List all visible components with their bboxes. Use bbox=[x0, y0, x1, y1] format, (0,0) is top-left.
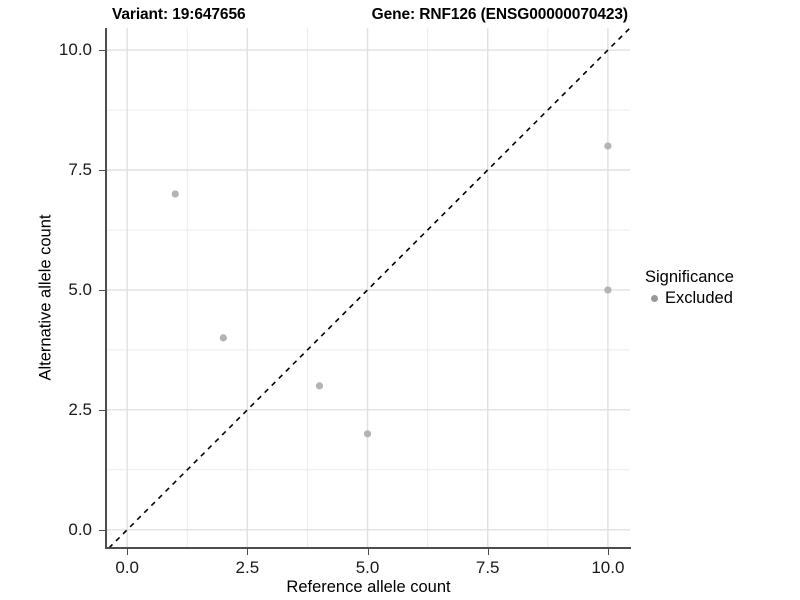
x-tick-mark bbox=[367, 549, 369, 555]
x-axis-label: Reference allele count bbox=[286, 578, 451, 596]
y-axis-label: Alternative allele count bbox=[36, 214, 55, 381]
legend-title: Significance bbox=[645, 268, 734, 286]
legend: Significance Excluded bbox=[645, 268, 795, 308]
x-tick-label: 5.0 bbox=[355, 558, 380, 577]
variant-title: Variant: 19:647656 bbox=[112, 6, 246, 23]
chart-title-row: Variant: 19:647656 Gene: RNF126 (ENSG000… bbox=[106, 4, 630, 26]
y-tick-mark bbox=[99, 529, 105, 531]
y-tick-label: 5.0 bbox=[68, 279, 92, 299]
y-tick-label: 2.5 bbox=[68, 399, 92, 419]
x-axis-line bbox=[105, 547, 631, 549]
x-tick-label: 7.5 bbox=[475, 558, 500, 577]
legend-entry[interactable]: Excluded bbox=[645, 289, 795, 308]
y-tick-label: 0.0 bbox=[68, 519, 92, 539]
x-tick-label: 2.5 bbox=[235, 558, 260, 577]
plot-canvas bbox=[107, 28, 630, 548]
minor-gridlines bbox=[107, 28, 630, 548]
x-tick-mark bbox=[247, 549, 249, 555]
data-point bbox=[315, 382, 324, 390]
gene-title: Gene: RNF126 (ENSG00000070423) bbox=[371, 6, 628, 23]
y-tick-mark bbox=[99, 289, 105, 291]
data-point bbox=[363, 430, 372, 438]
x-tick-mark bbox=[127, 549, 129, 555]
x-tick-label: 10.0 bbox=[591, 558, 625, 577]
data-point bbox=[219, 334, 227, 342]
y-tick-label: 7.5 bbox=[68, 159, 92, 179]
data-point bbox=[604, 286, 612, 294]
legend-entries: Excluded bbox=[645, 289, 795, 308]
y-tick-mark bbox=[99, 50, 105, 52]
data-point bbox=[604, 142, 612, 150]
x-tick-mark bbox=[487, 549, 489, 555]
x-tick-mark bbox=[607, 549, 609, 555]
plot-panel bbox=[107, 28, 630, 548]
y-tick-mark bbox=[99, 169, 105, 171]
data-points bbox=[171, 142, 612, 438]
diagonal-reference-line bbox=[108, 28, 630, 548]
data-point bbox=[171, 190, 179, 198]
legend-marker-icon bbox=[645, 290, 663, 308]
x-tick-label: 0.0 bbox=[115, 558, 140, 577]
y-tick-mark bbox=[99, 409, 105, 411]
y-tick-label: 10.0 bbox=[58, 40, 92, 60]
y-axis-line bbox=[105, 28, 107, 549]
legend-dot-icon bbox=[650, 295, 658, 302]
legend-entry-label: Excluded bbox=[665, 289, 733, 307]
